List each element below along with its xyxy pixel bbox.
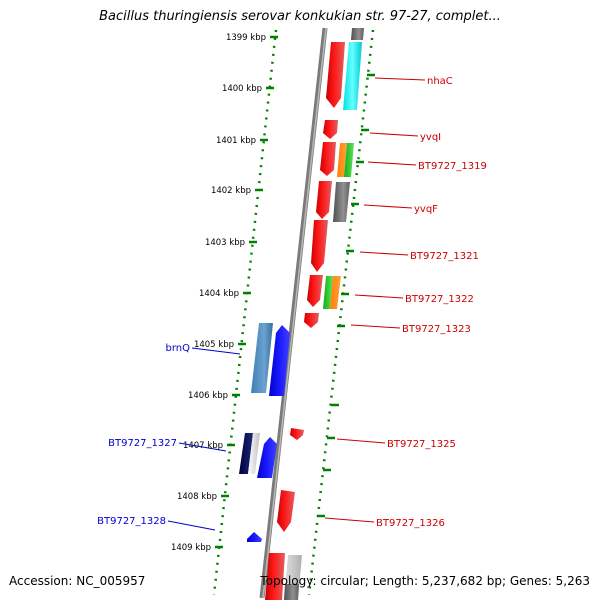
gene-label-yvqF: yvqF	[414, 204, 438, 215]
gene-nhaC-red	[326, 42, 345, 108]
gene-top-gray	[351, 28, 364, 40]
right-guide-line	[307, 29, 375, 596]
gene-label-BT9727-1328: BT9727_1328	[97, 516, 166, 527]
gene-label-BT9727-1321: BT9727_1321	[410, 251, 479, 262]
gene-1327-white	[248, 433, 260, 474]
gene-features-right	[265, 28, 364, 600]
labels-left: brnQ BT9727_1327 BT9727_1328	[97, 343, 241, 531]
gene-label-BT9727-1325: BT9727_1325	[387, 439, 456, 450]
tick-label: 1404 kbp	[199, 289, 239, 299]
gene-1327-blue	[257, 437, 277, 478]
left-guide-line	[212, 29, 278, 596]
gene-nhaC-cyan	[343, 42, 362, 110]
gene-brnQ-steel	[251, 323, 273, 393]
gene-label-BT9727-1322: BT9727_1322	[405, 294, 474, 305]
tick-label: 1402 kbp	[211, 186, 251, 196]
gene-label-nhaC: nhaC	[427, 76, 453, 87]
gene-1327-navy	[239, 433, 253, 474]
map-title: Bacillus thuringiensis serovar konkukian…	[99, 9, 501, 24]
gene-1319-red	[320, 142, 336, 176]
gene-1322-orange	[330, 276, 341, 309]
gene-label-brnQ: brnQ	[166, 343, 191, 354]
gene-label-BT9727-1323: BT9727_1323	[402, 324, 471, 335]
gene-1322-green	[323, 276, 333, 309]
gene-1326	[277, 490, 295, 532]
tick-label: 1400 kbp	[222, 84, 262, 94]
gene-label-BT9727-1326: BT9727_1326	[376, 518, 445, 529]
gene-bottom-gray	[284, 584, 299, 600]
genome-backbone	[259, 27, 328, 599]
tick-label: 1408 kbp	[177, 492, 217, 502]
gene-1319-orange	[337, 143, 347, 177]
gene-brnQ-blue	[269, 325, 290, 396]
gene-1323	[304, 313, 319, 328]
gene-features-left	[239, 323, 290, 542]
gene-bottom-red	[265, 553, 285, 600]
gene-1328	[247, 532, 262, 542]
gene-1319-green	[344, 143, 354, 177]
gene-yvqI	[323, 120, 338, 139]
gene-label-yvqI: yvqI	[420, 132, 441, 143]
tick-label: 1401 kbp	[216, 136, 256, 146]
gene-1325	[290, 428, 304, 440]
gene-1321	[311, 220, 328, 272]
gene-yvqF-red	[316, 181, 332, 219]
gene-yvqF-gray	[333, 182, 350, 222]
topology-text: Topology: circular; Length: 5,237,682 bp…	[260, 574, 590, 588]
gene-label-BT9727-1327: BT9727_1327	[108, 438, 177, 449]
tick-marks	[215, 35, 375, 549]
tick-label: 1399 kbp	[226, 33, 266, 43]
tick-label: 1407 kbp	[183, 441, 223, 451]
gene-label-BT9727-1319: BT9727_1319	[418, 161, 487, 172]
gene-1322-red	[307, 275, 323, 307]
tick-label: 1409 kbp	[171, 543, 211, 553]
tick-label: 1403 kbp	[205, 238, 245, 248]
labels-right: nhaC yvqI BT9727_1319 yvqF BT9727_1321 B…	[324, 76, 487, 529]
tick-label: 1405 kbp	[194, 340, 234, 350]
tick-label: 1406 kbp	[188, 391, 228, 401]
accession-text: Accession: NC_005957	[9, 574, 146, 588]
